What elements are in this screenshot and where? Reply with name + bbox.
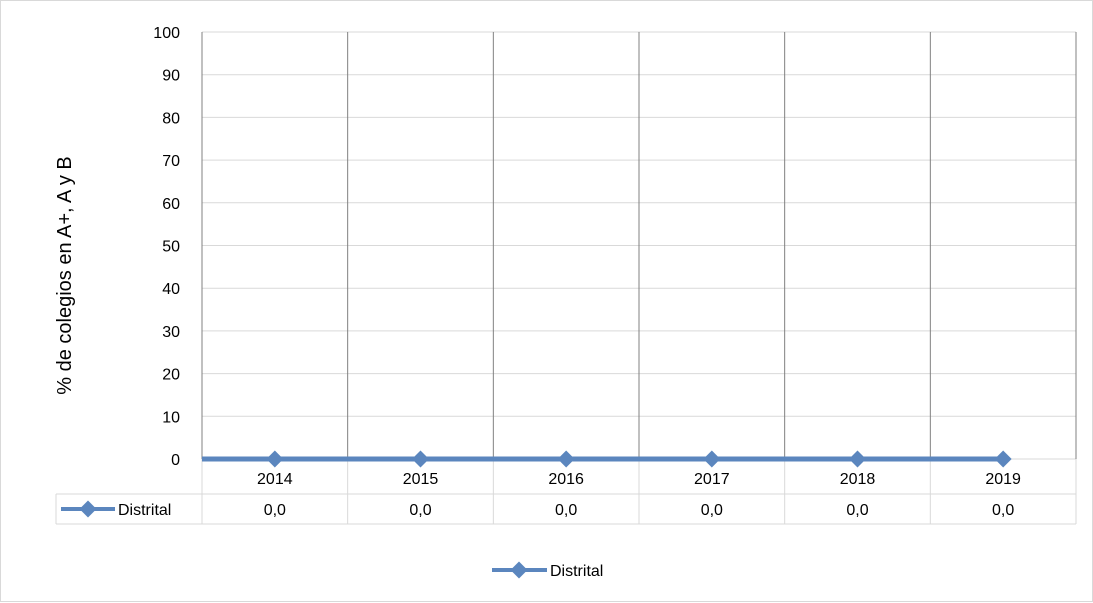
table-cell-value: 0,0 xyxy=(701,502,723,519)
legend: Distrital xyxy=(492,561,603,580)
table-cell-value: 0,0 xyxy=(992,502,1014,519)
y-tick-label: 20 xyxy=(162,367,180,384)
y-tick-label: 70 xyxy=(162,153,180,170)
table-cell-value: 0,0 xyxy=(264,502,286,519)
table-cell-value: 0,0 xyxy=(409,502,431,519)
series-point xyxy=(703,450,721,468)
y-tick-label: 0 xyxy=(171,452,180,469)
table-cell-value: 0,0 xyxy=(846,502,868,519)
x-tick-label: 2017 xyxy=(694,471,730,488)
x-axis-ticks: 2014 2015 2016 2017 2018 2019 xyxy=(257,471,1021,488)
series-point xyxy=(849,450,866,468)
y-axis-title: % de colegios en A+, A y B xyxy=(54,156,76,395)
y-tick-label: 10 xyxy=(162,409,180,426)
y-axis-ticks: 0 10 20 30 40 50 60 70 80 90 100 xyxy=(153,25,180,469)
table-legend-marker xyxy=(79,500,97,518)
x-tick-label: 2016 xyxy=(548,471,584,488)
series-point xyxy=(266,450,284,468)
y-tick-label: 30 xyxy=(162,324,180,341)
x-tick-label: 2014 xyxy=(257,471,293,488)
x-tick-label: 2019 xyxy=(985,471,1021,488)
y-tick-label: 90 xyxy=(162,68,180,85)
x-tick-label: 2015 xyxy=(403,471,439,488)
legend-label: Distrital xyxy=(550,563,603,580)
legend-marker xyxy=(510,561,528,579)
table-cell-value: 0,0 xyxy=(555,502,577,519)
y-tick-label: 80 xyxy=(162,110,180,127)
series-point xyxy=(557,450,575,468)
table-row-label: Distrital xyxy=(118,502,171,519)
y-tick-label: 60 xyxy=(162,196,180,213)
gridlines xyxy=(201,31,1077,460)
series-distrital xyxy=(202,450,1012,468)
y-tick-label: 100 xyxy=(153,25,180,42)
data-table: Distrital 0,0 0,0 0,0 0,0 0,0 0,0 xyxy=(55,459,1077,525)
x-tick-label: 2018 xyxy=(840,471,876,488)
series-point xyxy=(994,450,1012,468)
series-point xyxy=(412,450,429,468)
y-tick-label: 50 xyxy=(162,239,180,256)
y-tick-label: 40 xyxy=(162,281,180,298)
